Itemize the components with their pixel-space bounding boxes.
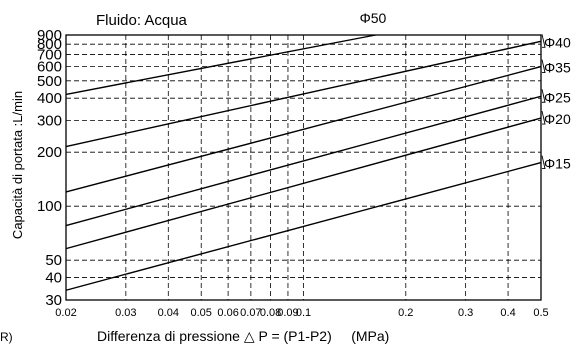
y-tick-label: 600 — [37, 59, 62, 76]
y-tick-label: 50 — [45, 252, 62, 269]
x-tick-label: 0.02 — [55, 307, 76, 319]
series-label: Φ15 — [544, 156, 571, 172]
series-label: Φ25 — [544, 89, 571, 105]
series-label-pointer — [541, 89, 546, 103]
series-line — [65, 161, 542, 291]
series-label: Φ50 — [360, 10, 387, 26]
grid — [65, 34, 542, 301]
series-label-pointer — [541, 59, 546, 74]
series-line — [65, 40, 542, 148]
y-tick-label: 100 — [37, 198, 62, 215]
x-tick-label: 0.05 — [191, 307, 212, 319]
y-tick-label: 700 — [37, 47, 62, 64]
x-tick-label: 0.08 — [260, 307, 281, 319]
chart-title: Fluido: Acqua — [96, 12, 188, 29]
y-tick-label: 900 — [37, 27, 62, 44]
series-label-pointer — [541, 34, 546, 48]
series-line — [65, 34, 376, 96]
series-line — [65, 117, 542, 250]
series-lines — [65, 34, 546, 291]
x-tick-label: 0.07 — [240, 307, 261, 319]
y-tick-label: 500 — [37, 73, 62, 90]
series-label: Φ35 — [544, 60, 571, 76]
x-tick-label: 0.03 — [115, 307, 136, 319]
edge-fragment-text: R) — [0, 330, 13, 344]
x-tick-label: 0.3 — [458, 307, 473, 319]
x-tick-label: 0.04 — [158, 307, 179, 319]
labels: Fluido: Acqua Differenza di pressione △ … — [0, 10, 571, 344]
x-tick-label: 0.09 — [277, 307, 298, 319]
x-tick-label: 0.2 — [398, 307, 413, 319]
y-tick-label: 400 — [37, 90, 62, 107]
x-tick-label: 0.5 — [533, 307, 548, 319]
series-label-pointer — [541, 155, 546, 170]
series-line — [65, 65, 542, 193]
x-tick-label: 0.06 — [217, 307, 238, 319]
series-label: Φ40 — [544, 34, 571, 50]
y-tick-label: 200 — [37, 144, 62, 161]
y-tick-label: 800 — [37, 36, 62, 53]
y-tick-label: 40 — [45, 270, 62, 287]
y-axis-label: Capacità di portata :L/min — [10, 91, 25, 239]
series-label-pointer — [541, 110, 546, 125]
x-axis-label: Differenza di pressione △ P = (P1-P2) (M… — [97, 328, 389, 344]
x-tick-label: 0.1 — [296, 307, 311, 319]
y-tick-label: 300 — [37, 113, 62, 130]
series-label: Φ20 — [544, 111, 571, 127]
y-tick-label: 30 — [45, 292, 62, 309]
series-line — [65, 95, 542, 227]
x-tick-label: 0.4 — [500, 307, 515, 319]
